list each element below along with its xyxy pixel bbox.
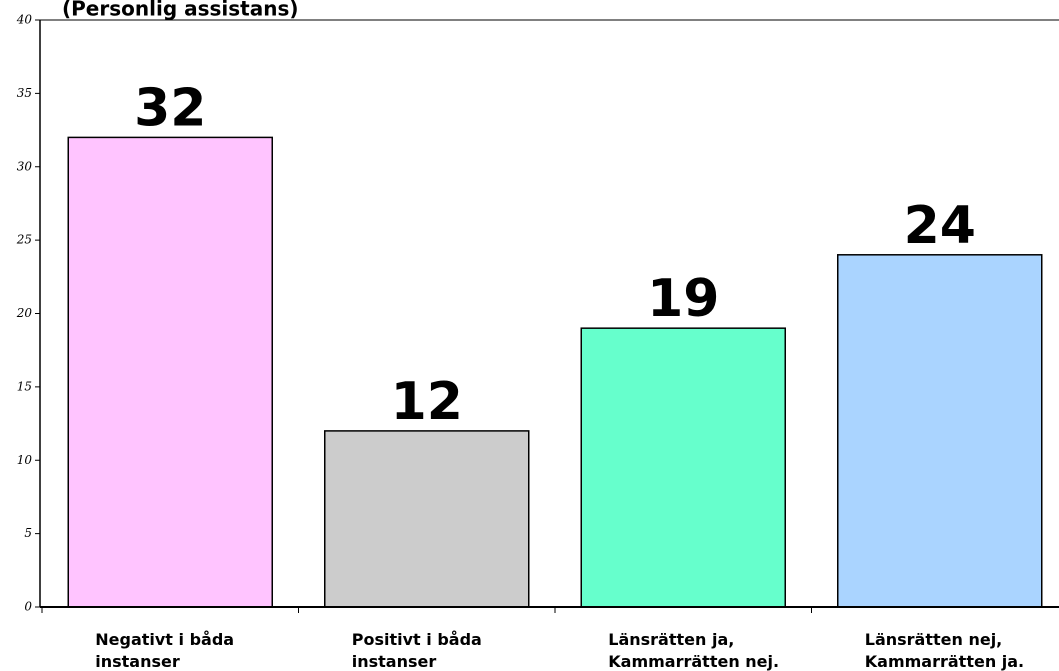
data-label: 32 <box>134 78 206 138</box>
bar <box>324 430 530 608</box>
data-label: 24 <box>904 196 976 256</box>
y-tick-label: 30 <box>17 159 33 173</box>
chart-title: (Personlig assistans) <box>62 0 299 21</box>
y-tick-label: 25 <box>16 233 32 247</box>
y-tick-label: 0 <box>24 600 32 614</box>
x-tick-label: Negativt i båda instanser <box>95 630 234 671</box>
y-tick-label: 35 <box>17 86 32 100</box>
data-label: 12 <box>391 372 463 432</box>
x-tick-label-line: Kammarrätten ja. <box>865 652 1024 671</box>
y-tick-label: 15 <box>17 379 32 393</box>
bar <box>580 327 786 608</box>
data-label: 19 <box>647 269 719 329</box>
x-tick-label-line: Länsrätten nej, <box>865 630 1003 649</box>
x-tick-label-line: Länsrätten ja, <box>608 630 734 649</box>
x-tick-label-line: Negativt i båda <box>95 630 234 649</box>
bar <box>837 254 1043 608</box>
x-tick-label: Länsrätten nej, Kammarrätten ja. <box>865 630 1024 671</box>
y-tick-label: 5 <box>24 526 32 540</box>
x-tick-label-line: instanser <box>95 652 180 671</box>
x-tick-label-line: Positivt i båda <box>352 630 482 649</box>
y-tick-label: 20 <box>16 306 33 320</box>
x-tick-label: Länsrätten ja, Kammarrätten nej. <box>608 630 779 671</box>
x-tick-label-line: instanser <box>352 652 437 671</box>
x-tick-label: Positivt i båda instanser <box>352 630 482 671</box>
y-tick-label: 40 <box>16 13 33 27</box>
y-tick-label: 10 <box>17 453 33 467</box>
x-tick-label-line: Kammarrätten nej. <box>608 652 779 671</box>
bar <box>67 136 273 608</box>
